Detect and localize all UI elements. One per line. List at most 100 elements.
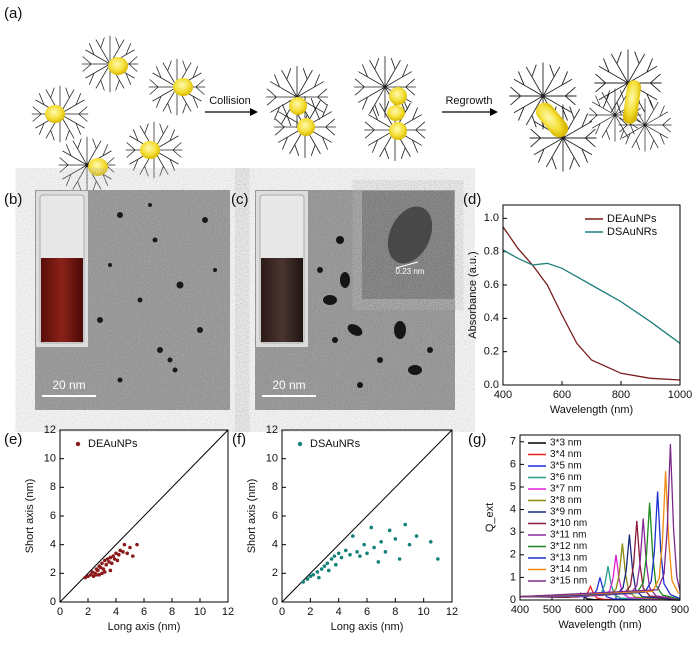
legend-label: 3*3 nm (550, 438, 582, 449)
chart: 400 500 600 700 800 900 0 1 2 3 4 5 6 7 Wavelength (nm… (484, 434, 689, 631)
data-point (98, 565, 103, 570)
data-point (110, 561, 114, 566)
x-tick-label: 0 (279, 606, 285, 618)
regrowth-arrow (442, 108, 498, 116)
data-line (519, 543, 681, 601)
y-tick-label: 0.0 (484, 379, 499, 391)
y-tick-label: 12 (44, 424, 56, 436)
data-point (101, 567, 106, 571)
data-point (332, 554, 337, 558)
data-point (86, 574, 90, 578)
data-point (91, 574, 96, 578)
legend-label: DSAuNRs (607, 226, 658, 238)
panel-label: (a) (4, 5, 22, 22)
y-tick-label: 6 (510, 458, 516, 470)
data-point (343, 548, 348, 553)
data-point (383, 550, 388, 554)
data-point (436, 557, 440, 561)
x-tick-label: 700 (607, 604, 625, 616)
x-tick-label: 4 (336, 606, 342, 618)
plot-frame (281, 429, 453, 603)
data-point (105, 557, 110, 561)
data-point (322, 564, 327, 568)
data-point (326, 568, 331, 573)
x-tick-label: 800 (612, 389, 630, 401)
x-tick-label: 6 (141, 606, 147, 618)
data-point (325, 561, 330, 566)
data-point (305, 577, 310, 581)
y-tick-label: 7 (510, 436, 516, 448)
data-point (379, 540, 383, 544)
legend-label: DEAuNPs (88, 438, 138, 450)
data-point (108, 555, 113, 560)
data-point (104, 562, 108, 567)
step-label: Collision (209, 95, 251, 107)
data-point (329, 557, 334, 561)
y-tick-label: 10 (266, 453, 278, 465)
x-tick-label: 10 (194, 606, 206, 618)
x-tick-label: 500 (543, 604, 561, 616)
y-tick-label: 8 (272, 481, 278, 493)
data-point (118, 548, 122, 553)
data-point (90, 570, 94, 574)
x-tick-label: 12 (222, 606, 234, 618)
panel-label: (e) (4, 431, 22, 448)
legend-label: 3*10 nm (550, 518, 587, 529)
data-point (355, 550, 359, 554)
x-tick-label: 800 (639, 604, 657, 616)
x-tick-label: 8 (169, 606, 175, 618)
y-axis-label: Q_ext (484, 503, 496, 532)
x-tick-label: 600 (553, 389, 571, 401)
data-point (114, 551, 118, 556)
y-tick-label: 8 (50, 481, 56, 493)
data-point (308, 574, 313, 578)
data-point (317, 575, 321, 580)
legend-label: 3*15 nm (550, 576, 587, 587)
data-point (397, 557, 402, 561)
y-tick-label: 4 (50, 539, 56, 551)
panel-label: (b) (4, 191, 22, 208)
y-tick-label: 6 (272, 510, 278, 522)
data-point (89, 572, 93, 577)
legend-label: 3*13 nm (550, 553, 587, 564)
y-tick-label: 2 (272, 567, 278, 579)
y-tick-label: 0.8 (484, 246, 499, 258)
data-point (334, 562, 338, 567)
y-tick-label: 0 (50, 596, 56, 608)
panel-label: (g) (468, 431, 486, 448)
y-tick-label: 2 (510, 549, 516, 561)
y-tick-label: 4 (272, 539, 278, 551)
y-tick-label: 0.6 (484, 279, 499, 291)
y-tick-label: 5 (510, 481, 516, 493)
panel-label: (c) (231, 191, 249, 208)
lattice-label: 0.23 nm (396, 267, 425, 276)
x-tick-label: 1000 (668, 389, 692, 401)
data-point (358, 554, 362, 558)
data-point (135, 542, 139, 547)
x-axis-label: Wavelength (nm) (550, 404, 633, 416)
dendrimer-cluster (31, 35, 206, 194)
chart: 0 2 4 6 8 10 12 0 2 4 6 8 10 12 Long axis (nm) Short ax… (246, 424, 458, 633)
data-point (83, 575, 87, 580)
x-tick-label: 0 (57, 606, 63, 618)
chart: 400 600 800 1000 0.0 0.2 0.4 0.6 0.8 1.0 Wavelengt… (467, 204, 692, 416)
y-tick-label: 0 (272, 596, 278, 608)
data-line (502, 226, 681, 381)
data-line (519, 471, 679, 598)
data-point (403, 522, 408, 527)
data-point (414, 534, 419, 538)
tem-image: 0.23 nm 20 nm (255, 190, 455, 410)
legend-label: 3*4 nm (550, 449, 582, 460)
x-tick-label: 4 (113, 606, 119, 618)
legend-marker (75, 441, 81, 447)
data-point (339, 555, 344, 560)
step-label: Regrowth (445, 95, 492, 107)
data-point (103, 570, 107, 574)
data-point (115, 558, 120, 563)
data-point (107, 560, 111, 564)
data-point (100, 571, 104, 576)
plot-frame (519, 434, 681, 601)
reference-diagonal (59, 429, 229, 603)
chart: 0 2 4 6 8 10 12 0 2 4 6 8 10 12 Long axis (nm) Short ax… (24, 424, 234, 633)
